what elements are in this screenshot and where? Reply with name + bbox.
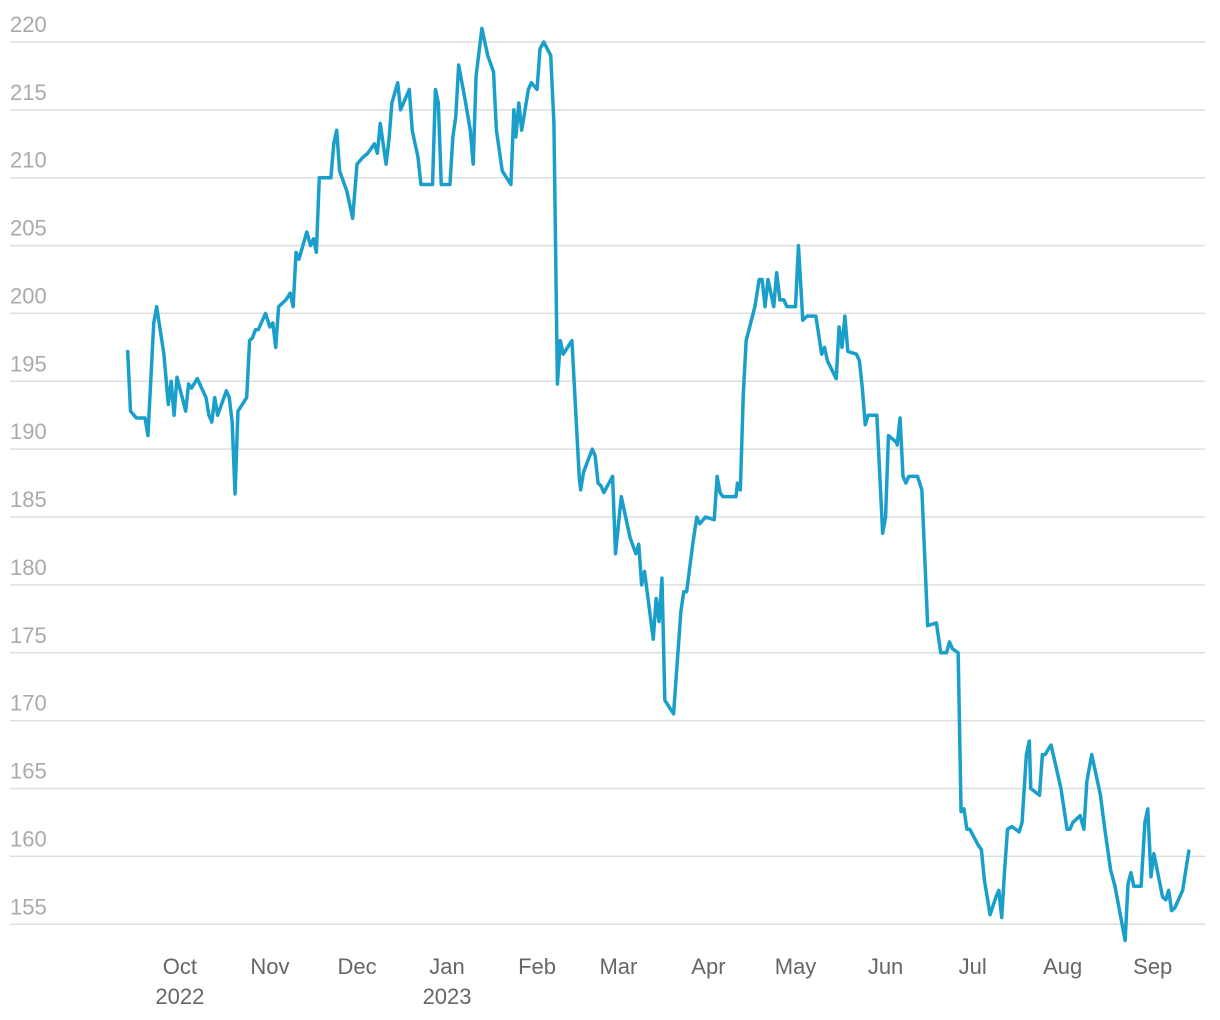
x-tick-label: May [775, 954, 817, 979]
x-tick-label: Sep [1133, 954, 1172, 979]
price-line [125, 26, 1191, 943]
x-tick-label: Feb [518, 954, 556, 979]
x-tick-label: Apr [691, 954, 725, 979]
x-tick-label: Aug [1043, 954, 1082, 979]
y-tick-label: 215 [10, 80, 47, 105]
y-tick-label: 200 [10, 283, 47, 308]
x-tick-label: Jul [959, 954, 987, 979]
x-tick-label: Dec [337, 954, 376, 979]
y-tick-label: 185 [10, 487, 47, 512]
y-tick-label: 210 [10, 148, 47, 173]
x-tick-label: Oct [163, 954, 197, 979]
y-tick-label: 155 [10, 894, 47, 919]
y-tick-label: 170 [10, 691, 47, 716]
x-year-label: 2022 [155, 984, 204, 1009]
y-tick-label: 180 [10, 555, 47, 580]
y-tick-label: 160 [10, 826, 47, 851]
y-tick-label: 175 [10, 623, 47, 648]
y-tick-label: 195 [10, 351, 47, 376]
x-year-label: 2023 [423, 984, 472, 1009]
y-tick-label: 190 [10, 419, 47, 444]
y-tick-label: 205 [10, 216, 47, 241]
x-tick-label: Jan [429, 954, 464, 979]
y-tick-label: 165 [10, 759, 47, 784]
y-tick-label: 220 [10, 12, 47, 37]
x-tick-label: Mar [599, 954, 637, 979]
x-tick-label: Nov [250, 954, 289, 979]
x-tick-label: Jun [868, 954, 903, 979]
